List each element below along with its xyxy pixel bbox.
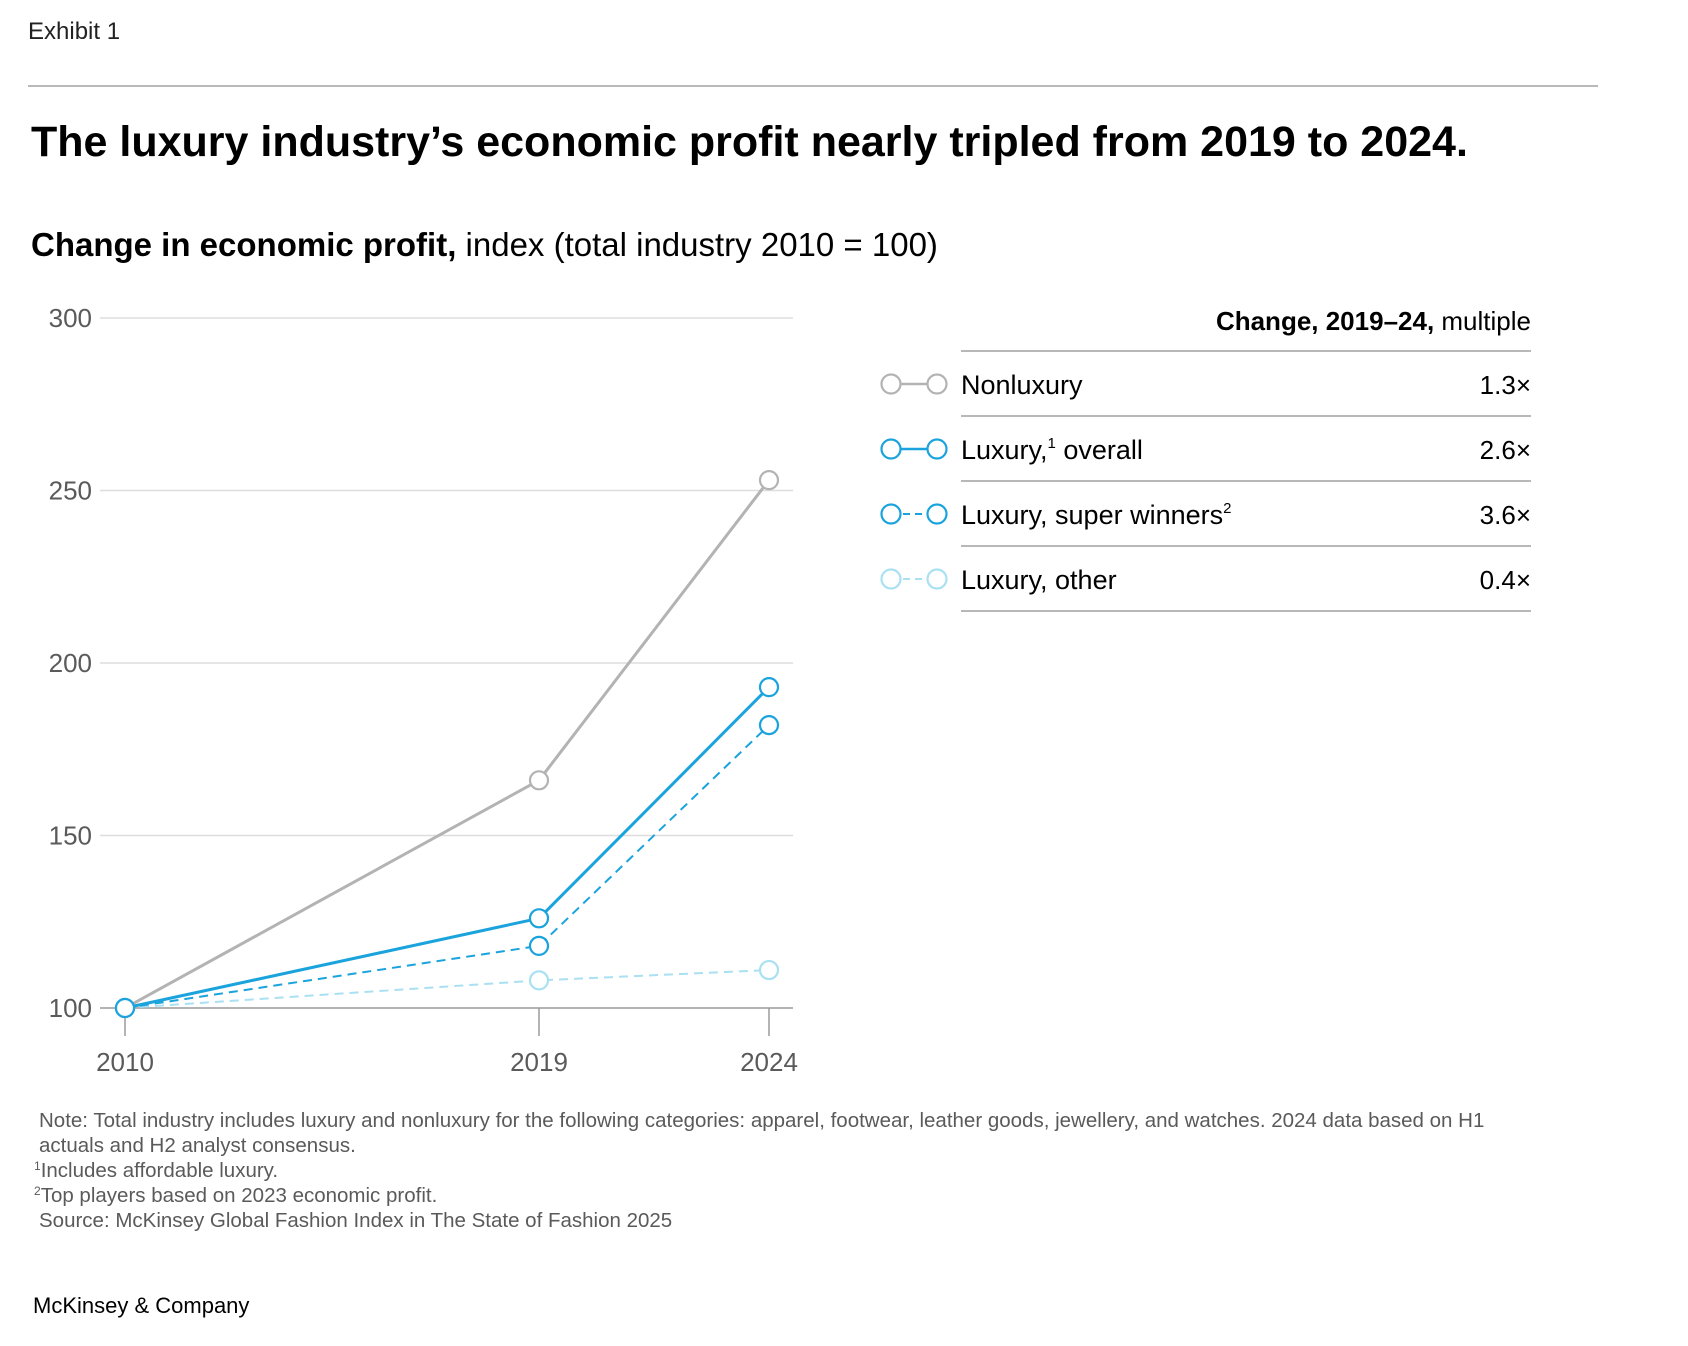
legend-marker-point [926,503,948,525]
legend-multiple: 3.6× [1480,500,1531,530]
data-point [758,714,780,736]
legend-multiple: 1.3× [1480,370,1531,400]
data-point [528,970,550,991]
legend-label-main: Luxury, [961,435,1048,465]
footnote-1: 1Includes affordable luxury. [34,1158,1614,1183]
series-line-2 [124,724,770,1009]
exhibit-label: Exhibit 1 [28,18,121,45]
legend-label-sup: 2 [1223,500,1231,517]
y-tick-label: 100 [49,993,92,1023]
subtitle-bold: Change in economic profit, [31,226,457,263]
legend-marker-point [880,373,902,395]
footnote-2: 2Top players based on 2023 economic prof… [34,1183,1614,1208]
note-line-1: Note: Total industry includes luxury and… [39,1109,1485,1132]
footnote-2-mark: 2 [34,1184,41,1198]
legend-label: Nonluxury [961,370,1083,400]
y-tick-label: 200 [49,648,92,678]
legend-label-tail: overall [1056,435,1143,465]
legend-marker-point [880,568,902,590]
legend-header-rest: multiple [1434,306,1531,336]
data-point [528,908,550,929]
legend: Change, 2019–24, multiple Nonluxury 1.3× Lu… [880,306,1531,612]
legend-marker-point [880,503,902,525]
legend-marker-point [926,373,948,395]
legend-marker-point [926,438,948,460]
y-tick-label: 300 [49,303,92,333]
x-tick-label: 2024 [740,1047,798,1077]
legend-header: Change, 2019–24, multiple [1216,306,1531,336]
chart-title: The luxury industry’s economic profit ne… [31,118,1468,166]
top-divider [28,85,1598,87]
legend-label-main: Nonluxury [961,370,1083,400]
series-line-3 [124,969,770,1009]
source-line: Source: McKinsey Global Fashion Index in… [39,1209,673,1232]
x-tick-label: 2010 [96,1047,154,1077]
data-point [114,997,136,1019]
y-tick-label: 150 [49,821,92,851]
legend-multiple: 0.4× [1480,565,1531,595]
legend-header-bold: Change, 2019–24, [1216,306,1434,336]
legend-multiple: 2.6× [1480,435,1531,465]
data-point [758,959,780,981]
note-line-2: actuals and H2 analyst consensus. [39,1134,356,1157]
footnote-1-mark: 1 [34,1159,41,1173]
series-line-1 [124,686,771,1010]
brand-logo-text: McKinsey & Company [33,1293,250,1318]
footnote-2-text: Top players based on 2023 economic profi… [40,1184,438,1207]
data-point [758,677,780,698]
chart-subtitle: Change in economic profit, index (total … [31,226,938,264]
series-line-0 [124,479,771,1010]
legend-label-main: Luxury, other [961,565,1117,595]
data-point [528,770,550,791]
chart-notes: Note: Total industry includes luxury and… [34,1108,1614,1233]
legend-label-sup: 1 [1048,435,1056,452]
legend-label-main: Luxury, super winners [961,500,1223,530]
legend-marker-point [926,568,948,590]
legend-label: Luxury,1 overall [961,435,1143,465]
footnote-1-text: Includes affordable luxury. [40,1159,279,1182]
data-point [528,935,550,957]
subtitle-rest: index (total industry 2010 = 100) [456,226,938,263]
y-tick-label: 250 [49,476,92,506]
data-point [758,470,780,491]
legend-marker-point [880,438,902,460]
x-tick-label: 2019 [510,1047,568,1077]
series-lines [114,470,780,1019]
legend-label: Luxury, super winners2 [961,500,1231,530]
gridlines [100,317,793,837]
legend-label: Luxury, other [961,565,1117,595]
